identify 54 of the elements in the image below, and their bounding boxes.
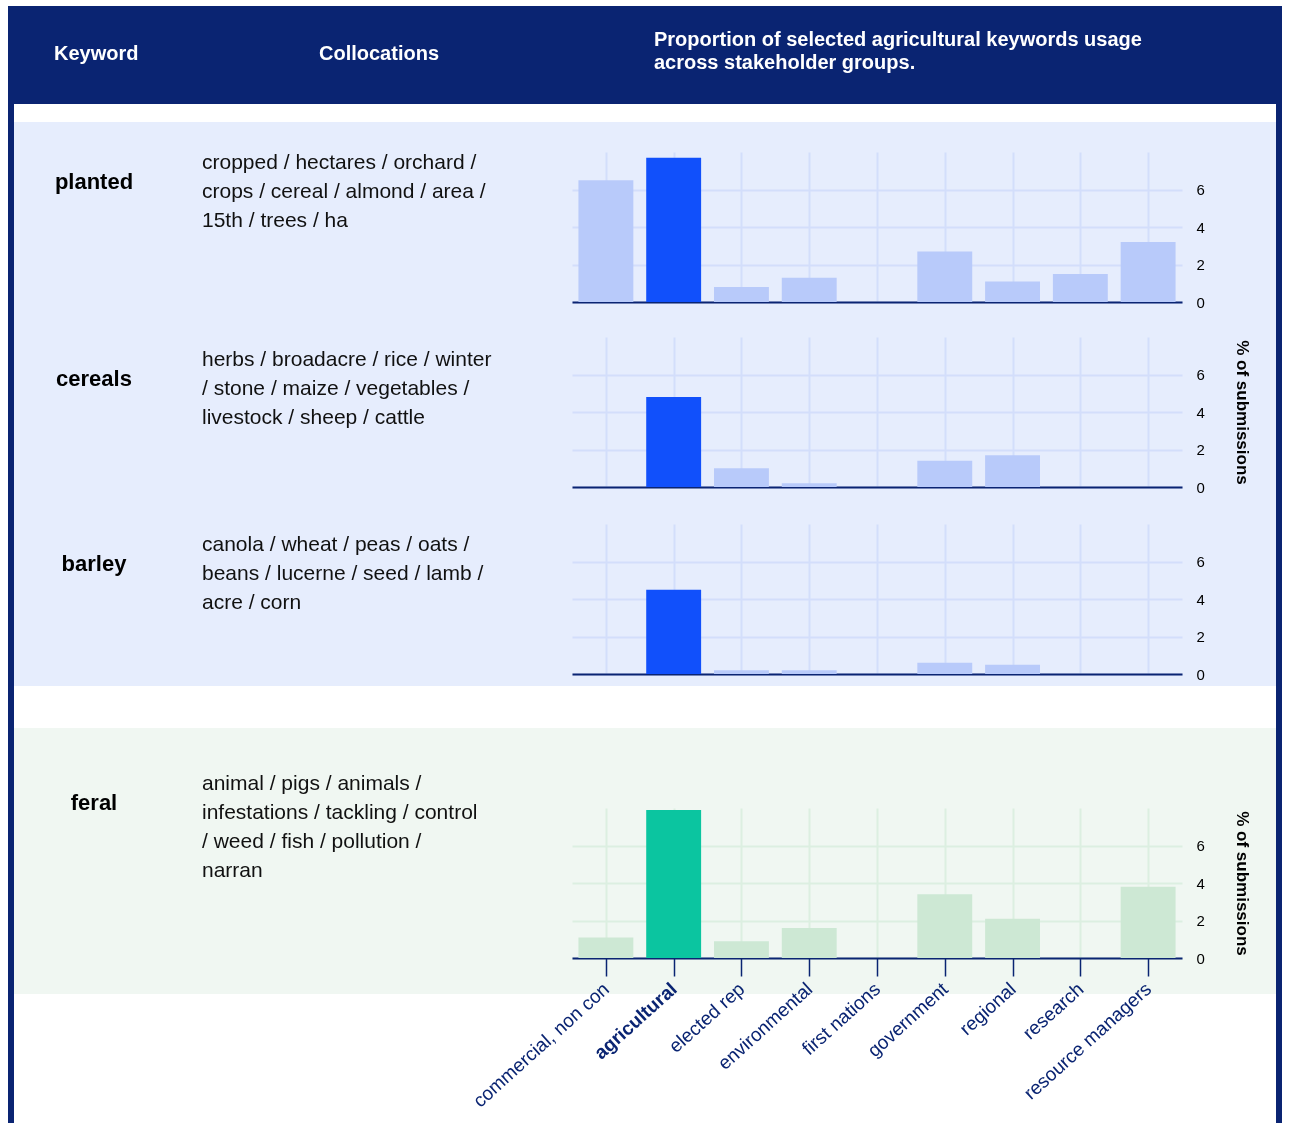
y-axis-title: % of submissions: [1232, 811, 1252, 956]
bar: [781, 928, 837, 958]
y-tick-label: 0: [1196, 478, 1205, 496]
text: feral: [70, 790, 118, 815]
text: Keyword: [54, 42, 139, 65]
bar: [713, 468, 769, 487]
text: animal / pigs / animals / infestations / tackling / control / weed / fish / pollution / narran: [202, 771, 478, 881]
bar: [917, 662, 973, 674]
y-tick-label: 2: [1196, 628, 1205, 645]
y-axis-title: % of submissions: [1232, 340, 1252, 485]
bar: [917, 894, 973, 958]
bar: [646, 157, 702, 302]
bar: [917, 460, 973, 487]
bar: [646, 809, 702, 958]
bar: [713, 941, 769, 958]
y-tick-label: 4: [1196, 403, 1205, 421]
y-tick-label: 6: [1196, 181, 1205, 198]
text: cereals: [56, 366, 132, 391]
y-tick-label: 2: [1196, 441, 1205, 458]
bar: [1120, 886, 1176, 958]
bar: [578, 180, 634, 302]
y-tick-label: 6: [1196, 837, 1205, 854]
y-tick-label: 0: [1196, 293, 1205, 311]
y-tick-label: 4: [1196, 874, 1205, 892]
bar: [1120, 242, 1176, 302]
bar: [781, 277, 837, 302]
y-tick-label: 2: [1196, 912, 1205, 929]
bar: [781, 670, 837, 674]
text: cropped / hectares / orchard / crops / cereal / almond / area / 15th / trees / ha: [202, 150, 486, 231]
y-tick-label: 2: [1196, 256, 1205, 273]
bar: [713, 670, 769, 674]
bar: [985, 918, 1041, 958]
bar: [985, 455, 1041, 487]
text: barley: [61, 551, 128, 576]
y-tick-label: 6: [1196, 366, 1205, 383]
bar: [917, 251, 973, 302]
bar: [985, 281, 1041, 302]
text: herbs / broadacre / rice / winter / stone / maize / vegetables / livestock / sheep / cattle: [202, 347, 492, 428]
bar: [713, 287, 769, 302]
bar: [1052, 273, 1108, 302]
y-tick-label: 0: [1196, 665, 1205, 683]
text: Collocations: [319, 42, 440, 65]
bar: [985, 664, 1041, 674]
y-tick-label: 6: [1196, 553, 1205, 570]
bar: [578, 937, 634, 958]
y-tick-label: 0: [1196, 949, 1205, 967]
text: canola / wheat / peas / oats / beans / lucerne / seed / lamb / acre / corn: [202, 532, 484, 613]
bar: [646, 397, 702, 487]
text: Proportion of selected agricultural keywords usage across stakeholder groups.: [654, 28, 1143, 74]
bar: [781, 483, 837, 487]
text: planted: [54, 169, 134, 194]
bar: [646, 589, 702, 674]
y-tick-label: 4: [1196, 590, 1205, 608]
y-tick-label: 4: [1196, 218, 1205, 236]
